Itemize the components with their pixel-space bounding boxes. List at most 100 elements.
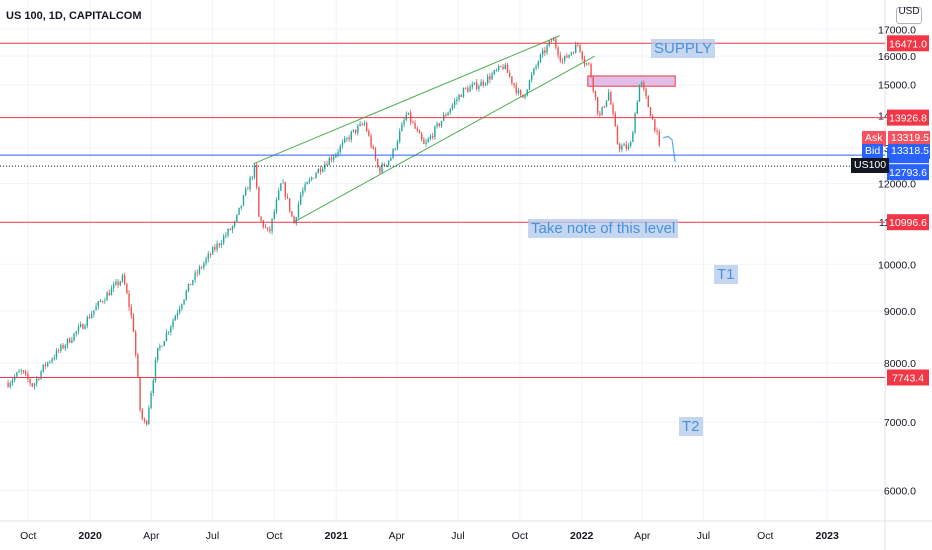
candle-body (491, 73, 493, 80)
candle-body (570, 52, 572, 55)
candle-body (643, 82, 645, 89)
candle-body (306, 182, 308, 185)
candle-body (533, 68, 535, 75)
candle-body (159, 346, 161, 348)
candle-body (196, 272, 198, 274)
candle-body (106, 292, 108, 301)
candle-body (370, 135, 372, 147)
candle-body (438, 123, 440, 127)
candle-body (280, 183, 282, 191)
candle-body (359, 123, 361, 127)
candle-body (640, 82, 643, 85)
candle-body (467, 88, 469, 92)
candle-body (618, 143, 621, 150)
candle-body (616, 126, 619, 144)
candle-body (324, 164, 326, 170)
candle-body (35, 378, 38, 384)
candle-body (93, 310, 95, 315)
candle-body (16, 372, 18, 377)
candle-body (581, 51, 583, 59)
candle-body (220, 243, 223, 246)
candle-body (398, 131, 401, 142)
candle-body (198, 267, 201, 274)
x-tick-label: Oct (20, 530, 36, 542)
bid-price-tag: 13318.5 (888, 143, 930, 159)
candle-body (119, 281, 121, 285)
candle-body (84, 325, 86, 329)
candle-body (288, 198, 291, 212)
candle-body (233, 221, 236, 227)
price-level-tag (887, 369, 929, 386)
candle-body (544, 50, 546, 53)
y-tick-label: 9000.0 (884, 306, 916, 318)
candle-body (379, 166, 381, 173)
candle-body (53, 357, 55, 360)
candle-body (473, 82, 476, 85)
candle-body (200, 267, 203, 269)
candle-body (24, 372, 27, 374)
candle-body (71, 340, 73, 343)
candle-body (264, 226, 267, 228)
candle-body (387, 160, 390, 165)
currency-button[interactable]: USD (896, 7, 922, 24)
y-tick-label: 17000.0 (878, 24, 916, 36)
candle-body (156, 347, 159, 361)
candle-body (236, 214, 238, 222)
candle-body (500, 65, 502, 67)
supply-annotation: SUPPLY (651, 39, 716, 58)
candle-body (209, 254, 212, 255)
candle-body (352, 129, 355, 132)
candle-body (211, 247, 214, 255)
candle-body (181, 304, 183, 309)
candle-body (596, 97, 599, 114)
candle-body (317, 168, 319, 174)
candle-body (504, 64, 506, 69)
candle-body (449, 109, 451, 113)
candle-body (394, 148, 396, 150)
candle-body (508, 72, 511, 77)
y-tick-label: 16000.0 (878, 51, 916, 63)
candle-body (522, 94, 524, 98)
candle-body (489, 76, 491, 80)
candle-body (434, 126, 436, 138)
candle-body (75, 331, 77, 334)
candle-body (645, 88, 647, 97)
candle-body (561, 60, 564, 62)
candle-body (194, 272, 196, 280)
candle-body (266, 227, 269, 229)
candle-body (203, 263, 205, 268)
candle-body (178, 308, 181, 313)
candle-body (55, 350, 58, 358)
candle-body (64, 345, 66, 349)
candle-body (62, 345, 64, 349)
candle-body (557, 47, 559, 56)
candle-body (255, 164, 258, 187)
candle-body (238, 207, 240, 215)
candle-body (104, 300, 106, 302)
candle-body (308, 179, 311, 183)
candle-body (629, 142, 632, 146)
candle-body (583, 58, 586, 65)
candle-body (647, 96, 649, 108)
candle-body (590, 64, 592, 78)
candle-body (44, 364, 47, 366)
candle-body (99, 301, 102, 302)
candle-body (11, 380, 14, 384)
candle-body (115, 281, 117, 285)
candle-body (167, 331, 170, 333)
candle-body (130, 307, 132, 316)
candle-body (227, 229, 229, 236)
candle-body (77, 326, 80, 332)
candle-body (293, 216, 295, 224)
candle-body (365, 122, 368, 132)
candle-body (464, 87, 467, 89)
ticker-tag: US100 (851, 158, 890, 174)
candle-body (258, 186, 260, 217)
candle-body (163, 340, 165, 347)
candle-body (126, 284, 128, 294)
candle-body (49, 361, 51, 363)
candle-body (579, 44, 581, 52)
supply-zone (587, 75, 676, 87)
candle-body (453, 101, 456, 106)
